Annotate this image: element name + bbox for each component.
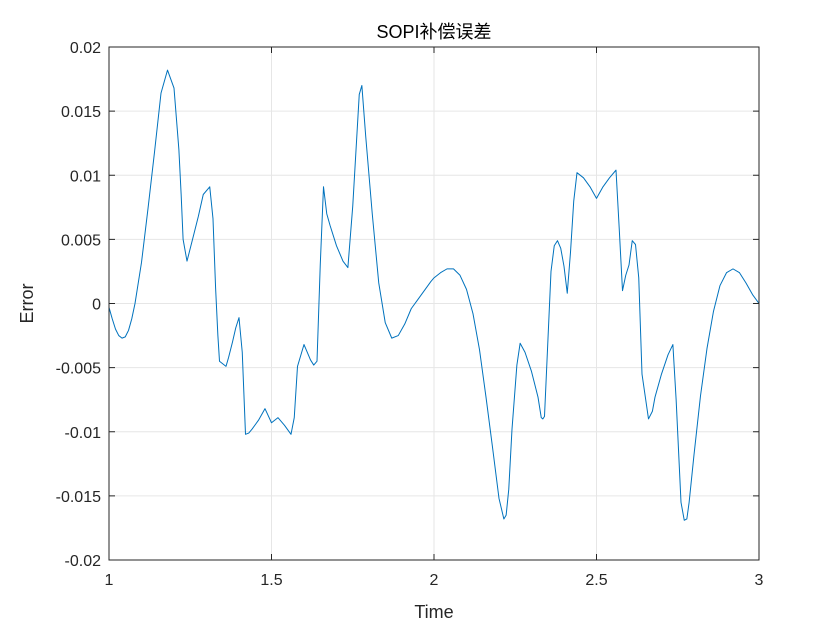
y-tick-label: 0.015	[61, 104, 101, 121]
y-tick-label: 0.005	[61, 232, 101, 249]
series-line	[108, 69, 760, 521]
x-axis-label: Time	[414, 602, 453, 622]
x-tick-label: 2.5	[585, 572, 607, 589]
x-tick-label: 2	[430, 572, 439, 589]
y-tick-label: -0.005	[56, 361, 101, 378]
y-axis-label: Error	[17, 283, 37, 323]
x-tick-label: 3	[755, 572, 764, 589]
series-layer	[108, 69, 760, 521]
y-tick-label: 0.01	[70, 168, 101, 185]
ticks: 1 1.5 2 2.5 3 -0.02 -0.015 -0.01 -0.005 0 0.005 0.0…	[56, 40, 764, 589]
x-tick-label: 1	[105, 572, 114, 589]
x-tick-label: 1.5	[260, 572, 282, 589]
y-tick-label: -0.02	[65, 553, 102, 570]
y-tick-label: -0.01	[65, 425, 102, 442]
y-tick-label: 0	[92, 297, 101, 314]
y-tick-label: -0.015	[56, 489, 101, 506]
chart-title: SOPI补偿误差	[376, 22, 491, 42]
y-tick-label: 0.02	[70, 40, 101, 57]
